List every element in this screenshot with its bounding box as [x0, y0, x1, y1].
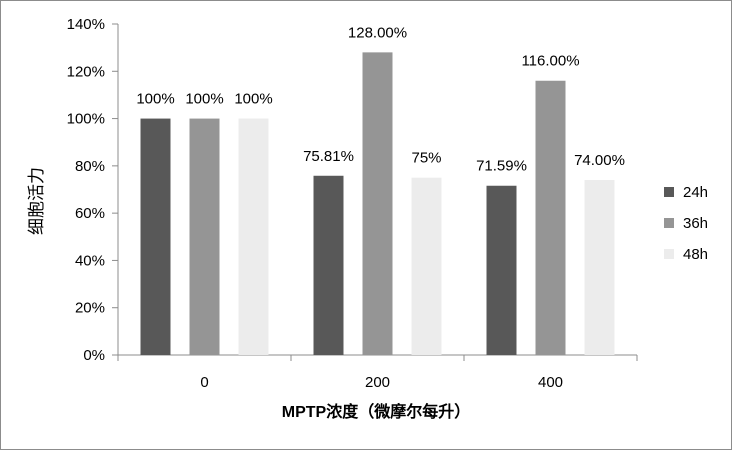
y-tick-label: 20% — [75, 300, 105, 317]
x-tick-label: 200 — [365, 374, 390, 391]
legend-swatch — [664, 249, 674, 259]
data-label: 71.59% — [476, 158, 527, 175]
bars — [140, 52, 615, 355]
data-label: 100% — [185, 91, 223, 108]
bar — [313, 175, 344, 355]
data-label: 100% — [136, 91, 174, 108]
bar — [486, 185, 517, 355]
x-axis-title: MPTP浓度（微摩尔每升） — [282, 402, 470, 421]
x-axis: 0 200 400 — [117, 354, 638, 391]
y-axis: 0% 20% 40% 60% 80% 100% 120% 140% — [67, 16, 119, 364]
legend: 24h 36h 48h — [664, 184, 708, 263]
bar — [584, 180, 615, 355]
bar — [362, 52, 393, 355]
bar — [140, 118, 171, 355]
data-label: 74.00% — [574, 152, 625, 169]
bar — [411, 177, 442, 355]
data-label: 128.00% — [348, 24, 407, 41]
data-label: 75.81% — [303, 148, 354, 165]
legend-label: 36h — [683, 215, 708, 232]
y-axis-title: 细胞活力 — [27, 167, 47, 235]
data-label: 100% — [234, 91, 272, 108]
legend-label: 24h — [683, 184, 708, 201]
y-tick-label: 40% — [75, 252, 105, 269]
bar — [189, 118, 220, 355]
legend-label: 48h — [683, 246, 708, 263]
x-tick-label: 0 — [200, 374, 208, 391]
y-tick-label: 80% — [75, 158, 105, 175]
y-tick-label: 140% — [67, 16, 105, 33]
data-labels: 100% 100% 100% 75.81% 128.00% 75% 71.59% 116.00… — [136, 24, 625, 174]
data-label: 75% — [411, 150, 441, 167]
y-tick-label: 60% — [75, 205, 105, 222]
bar — [238, 118, 269, 355]
data-label: 116.00% — [521, 53, 579, 70]
legend-swatch — [664, 218, 674, 228]
y-tick-label: 0% — [83, 347, 105, 364]
x-tick-label: 400 — [538, 374, 563, 391]
legend-swatch — [664, 187, 674, 197]
bar — [535, 80, 566, 355]
y-tick-label: 100% — [67, 111, 105, 128]
y-tick-label: 120% — [67, 63, 105, 80]
